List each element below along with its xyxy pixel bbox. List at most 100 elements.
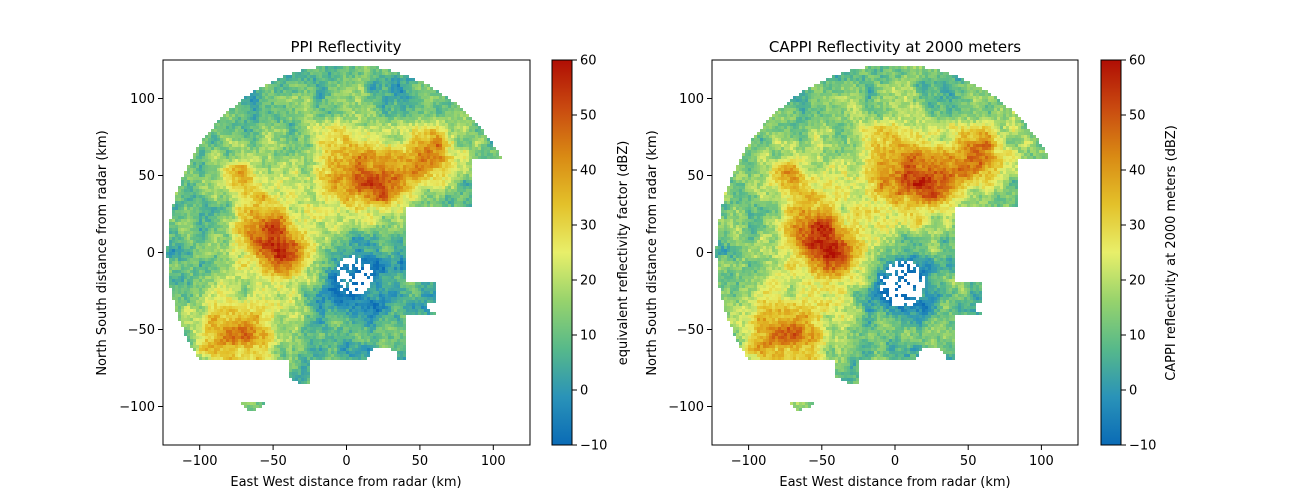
reflectivity-cell — [277, 126, 280, 129]
reflectivity-cell — [358, 159, 361, 162]
reflectivity-cell — [265, 135, 268, 138]
reflectivity-cell — [301, 204, 304, 207]
reflectivity-cell — [385, 114, 388, 117]
reflectivity-cell — [403, 165, 406, 168]
reflectivity-cell — [457, 120, 460, 123]
reflectivity-cell — [316, 171, 319, 174]
reflectivity-cell — [202, 162, 205, 165]
reflectivity-cell — [457, 165, 460, 168]
reflectivity-cell — [208, 210, 211, 213]
reflectivity-cell — [334, 114, 337, 117]
reflectivity-cell — [232, 162, 235, 165]
reflectivity-cell — [277, 219, 280, 222]
reflectivity-cell — [388, 198, 391, 201]
reflectivity-cell — [445, 174, 448, 177]
reflectivity-cell — [241, 147, 244, 150]
reflectivity-cell — [325, 156, 328, 159]
reflectivity-cell — [364, 114, 367, 117]
reflectivity-cell — [316, 231, 319, 234]
reflectivity-cell — [316, 180, 319, 183]
reflectivity-cell — [364, 153, 367, 156]
reflectivity-cell — [286, 156, 289, 159]
reflectivity-cell — [316, 153, 319, 156]
reflectivity-cell — [271, 222, 274, 225]
reflectivity-cell — [373, 156, 376, 159]
reflectivity-cell — [325, 198, 328, 201]
reflectivity-cell — [220, 150, 223, 153]
reflectivity-cell — [196, 186, 199, 189]
reflectivity-cell — [208, 213, 211, 216]
reflectivity-cell — [286, 123, 289, 126]
reflectivity-cell — [382, 234, 385, 237]
reflectivity-cell — [349, 243, 352, 246]
reflectivity-cell — [439, 138, 442, 141]
reflectivity-cell — [406, 102, 409, 105]
reflectivity-cell — [256, 105, 259, 108]
reflectivity-cell — [340, 150, 343, 153]
reflectivity-cell — [214, 126, 217, 129]
reflectivity-cell — [181, 228, 184, 231]
reflectivity-cell — [229, 108, 232, 111]
reflectivity-cell — [271, 105, 274, 108]
reflectivity-cell — [247, 216, 250, 219]
reflectivity-cell — [367, 72, 370, 75]
reflectivity-cell — [325, 144, 328, 147]
reflectivity-cell — [442, 204, 445, 207]
reflectivity-cell — [391, 189, 394, 192]
reflectivity-cell — [409, 96, 412, 99]
reflectivity-cell — [277, 150, 280, 153]
reflectivity-cell — [391, 171, 394, 174]
reflectivity-cell — [346, 195, 349, 198]
reflectivity-cell — [289, 174, 292, 177]
reflectivity-cell — [331, 192, 334, 195]
reflectivity-cell — [355, 246, 358, 249]
reflectivity-cell — [448, 102, 451, 105]
reflectivity-cell — [376, 123, 379, 126]
reflectivity-cell — [325, 237, 328, 240]
reflectivity-cell — [292, 102, 295, 105]
reflectivity-cell — [193, 168, 196, 171]
reflectivity-cell — [472, 135, 475, 138]
reflectivity-cell — [391, 144, 394, 147]
reflectivity-cell — [319, 147, 322, 150]
reflectivity-cell — [190, 162, 193, 165]
reflectivity-cell — [262, 237, 265, 240]
reflectivity-cell — [367, 162, 370, 165]
reflectivity-cell — [424, 168, 427, 171]
reflectivity-cell — [277, 165, 280, 168]
reflectivity-cell — [412, 150, 415, 153]
reflectivity-cell — [262, 186, 265, 189]
reflectivity-cell — [271, 210, 274, 213]
reflectivity-cell — [385, 87, 388, 90]
reflectivity-cell — [457, 129, 460, 132]
reflectivity-cell — [223, 174, 226, 177]
reflectivity-cell — [388, 213, 391, 216]
reflectivity-cell — [397, 96, 400, 99]
reflectivity-cell — [295, 144, 298, 147]
reflectivity-cell — [382, 201, 385, 204]
reflectivity-cell — [397, 141, 400, 144]
reflectivity-cell — [355, 132, 358, 135]
reflectivity-cell — [361, 228, 364, 231]
reflectivity-cell — [370, 213, 373, 216]
reflectivity-cell — [373, 207, 376, 210]
reflectivity-cell — [349, 192, 352, 195]
reflectivity-cell — [379, 120, 382, 123]
reflectivity-cell — [286, 162, 289, 165]
reflectivity-cell — [322, 243, 325, 246]
reflectivity-cell — [355, 141, 358, 144]
reflectivity-cell — [319, 129, 322, 132]
reflectivity-cell — [442, 123, 445, 126]
reflectivity-cell — [406, 186, 409, 189]
reflectivity-cell — [256, 132, 259, 135]
reflectivity-cell — [421, 171, 424, 174]
reflectivity-cell — [184, 186, 187, 189]
reflectivity-cell — [409, 90, 412, 93]
reflectivity-cell — [409, 174, 412, 177]
reflectivity-cell — [337, 171, 340, 174]
reflectivity-cell — [478, 132, 481, 135]
reflectivity-cell — [304, 132, 307, 135]
reflectivity-cell — [409, 156, 412, 159]
reflectivity-cell — [298, 120, 301, 123]
reflectivity-cell — [460, 153, 463, 156]
